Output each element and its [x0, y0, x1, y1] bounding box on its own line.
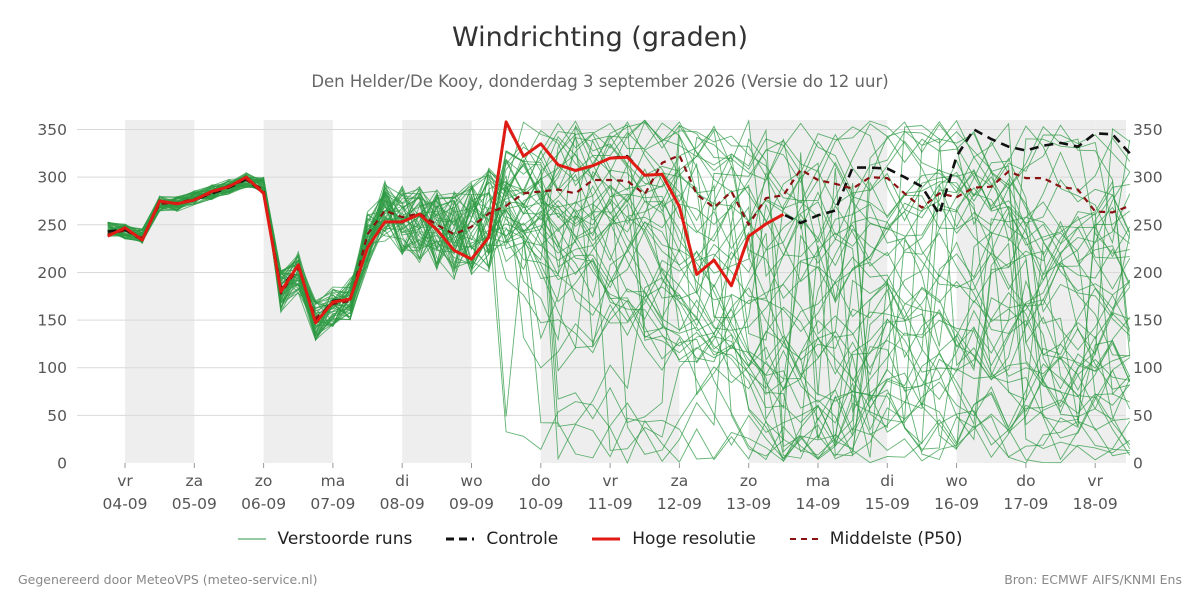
x-tick-day-9: zo: [740, 472, 758, 490]
x-tick-day-8: za: [671, 472, 689, 490]
legend-label-median: Middelste (P50): [829, 529, 963, 549]
y-tick-right-200: 200: [1133, 264, 1163, 282]
y-tick-right-250: 250: [1133, 216, 1163, 234]
y-tick-right-150: 150: [1133, 312, 1163, 330]
ensemble-member-line-50: [107, 137, 1131, 423]
legend-item-median: Middelste (P50): [789, 529, 963, 549]
y-tick-left-350: 350: [37, 121, 67, 139]
chart-title: Windrichting (graden): [451, 22, 749, 53]
x-tick-date-10: 14-09: [795, 495, 840, 513]
y-tick-left-200: 200: [37, 264, 67, 282]
x-tick-day-7: vr: [602, 472, 618, 490]
hires-line: [107, 120, 785, 325]
x-tick-date-7: 11-09: [588, 495, 633, 513]
legend-item-control: Controle: [446, 529, 558, 549]
x-tick-day-12: wo: [946, 472, 968, 490]
ensemble-member-line-35: [107, 168, 1131, 421]
shade-band-0: [125, 120, 195, 463]
legend-label-hires: Hoge resolutie: [632, 529, 756, 549]
y-tick-right-350: 350: [1133, 121, 1163, 139]
x-tick-date-12: 16-09: [934, 495, 979, 513]
legend-swatch-hires: [592, 537, 621, 541]
x-tick-date-2: 06-09: [241, 495, 286, 513]
legend-item-ensemble: Verstoorde runs: [237, 529, 413, 549]
y-tick-left-0: 0: [57, 455, 67, 473]
chart-legend: Verstoorde runs Controle Hoge resolutie …: [0, 529, 1200, 549]
y-tick-left-300: 300: [37, 169, 67, 187]
x-tick-day-6: do: [531, 472, 550, 490]
footer-source: Bron: ECMWF AIFS/KNMI Ens: [1004, 572, 1182, 587]
ensemble-member-line-45: [107, 162, 1130, 393]
legend-swatch-control: [446, 537, 475, 541]
footer-generator: Gegenereerd door MeteoVPS (meteo-service…: [18, 572, 318, 587]
x-tick-date-6: 10-09: [518, 495, 563, 513]
x-tick-day-10: ma: [806, 472, 831, 490]
x-tick-day-4: di: [395, 472, 409, 490]
x-tick-date-11: 15-09: [865, 495, 910, 513]
x-tick-day-0: vr: [117, 472, 133, 490]
x-tick-date-0: 04-09: [102, 495, 147, 513]
legend-swatch-median: [789, 538, 818, 540]
x-tick-day-3: ma: [321, 472, 346, 490]
y-tick-left-250: 250: [37, 216, 67, 234]
x-tick-day-13: do: [1016, 472, 1035, 490]
x-tick-day-1: za: [185, 472, 203, 490]
ensemble-member-line-40: [107, 122, 1131, 445]
x-tick-date-9: 13-09: [726, 495, 771, 513]
x-tick-date-3: 07-09: [310, 495, 355, 513]
legend-label-control: Controle: [486, 529, 559, 549]
legend-label-ensemble: Verstoorde runs: [277, 529, 413, 549]
x-tick-day-5: wo: [460, 472, 482, 490]
x-tick-date-13: 17-09: [1003, 495, 1048, 513]
legend-item-hires: Hoge resolutie: [592, 529, 756, 549]
x-tick-date-5: 09-09: [449, 495, 494, 513]
y-tick-right-300: 300: [1133, 169, 1163, 187]
x-tick-date-8: 12-09: [657, 495, 702, 513]
y-tick-right-0: 0: [1133, 455, 1143, 473]
shade-band-1: [263, 120, 333, 463]
chart-subtitle: Den Helder/De Kooy, donderdag 3 septembe…: [311, 72, 889, 91]
y-tick-right-50: 50: [1133, 407, 1153, 425]
x-tick-date-1: 05-09: [172, 495, 217, 513]
y-tick-left-100: 100: [37, 359, 67, 377]
y-tick-left-150: 150: [37, 312, 67, 330]
y-tick-left-50: 50: [47, 407, 67, 425]
x-tick-day-14: vr: [1087, 472, 1103, 490]
median-line: [107, 154, 1131, 320]
y-tick-right-100: 100: [1133, 359, 1163, 377]
legend-swatch-ensemble: [237, 538, 266, 540]
x-tick-day-2: zo: [255, 472, 273, 490]
x-tick-date-14: 18-09: [1073, 495, 1118, 513]
shade-band-2: [402, 120, 472, 463]
x-tick-date-4: 08-09: [380, 495, 425, 513]
x-tick-day-11: di: [880, 472, 894, 490]
